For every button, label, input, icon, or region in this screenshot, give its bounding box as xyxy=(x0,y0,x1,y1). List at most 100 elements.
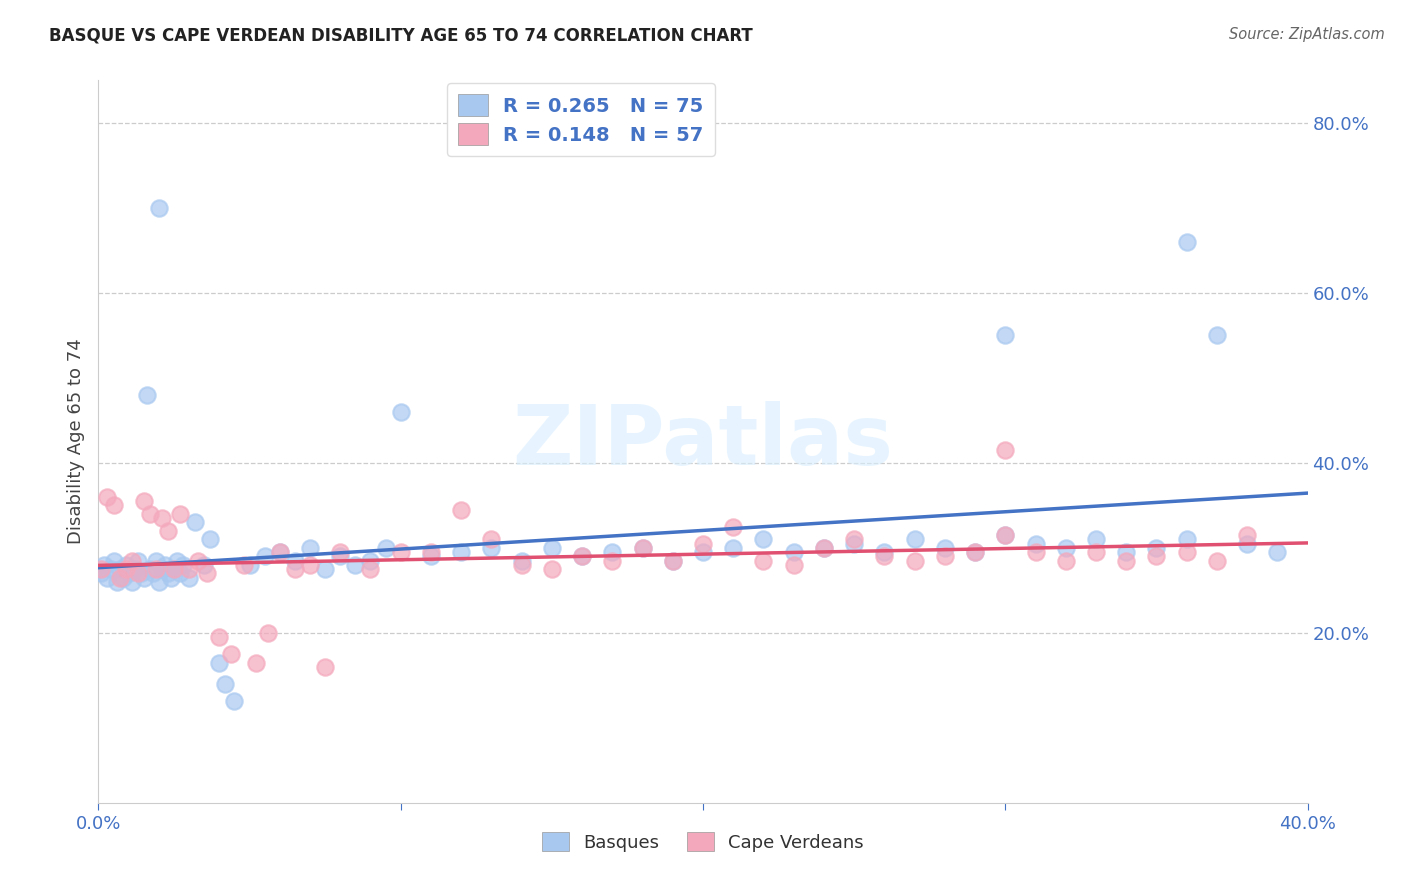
Point xyxy=(329,549,352,564)
Point xyxy=(1175,533,1198,547)
Point xyxy=(193,558,215,572)
Point xyxy=(994,528,1017,542)
Point xyxy=(172,558,194,572)
Point xyxy=(994,443,1017,458)
Point xyxy=(752,533,775,547)
Point xyxy=(420,545,443,559)
Point xyxy=(723,519,745,533)
Point xyxy=(360,553,382,567)
Point xyxy=(602,553,624,567)
Point xyxy=(844,536,866,550)
Point xyxy=(253,549,276,564)
Point xyxy=(145,553,167,567)
Point xyxy=(344,558,367,572)
Point xyxy=(269,545,291,559)
Point xyxy=(124,562,146,576)
Point xyxy=(139,507,162,521)
Point xyxy=(184,516,207,530)
Point xyxy=(127,566,149,581)
Point xyxy=(723,541,745,555)
Point xyxy=(299,541,322,555)
Point xyxy=(214,677,236,691)
Point xyxy=(156,566,179,581)
Point xyxy=(108,570,131,584)
Point xyxy=(1024,545,1046,559)
Point xyxy=(1054,553,1077,567)
Point xyxy=(540,562,562,576)
Point xyxy=(965,545,987,559)
Point xyxy=(1236,528,1258,542)
Point xyxy=(571,549,593,564)
Point xyxy=(127,553,149,567)
Point xyxy=(135,388,157,402)
Point xyxy=(510,558,533,572)
Point xyxy=(163,562,186,576)
Point xyxy=(813,541,835,555)
Point xyxy=(96,570,118,584)
Text: ZIPatlas: ZIPatlas xyxy=(513,401,893,482)
Point xyxy=(105,574,128,589)
Point xyxy=(169,566,191,581)
Point xyxy=(156,524,179,538)
Point xyxy=(994,328,1017,343)
Point xyxy=(450,545,472,559)
Point xyxy=(1054,541,1077,555)
Point xyxy=(571,549,593,564)
Point xyxy=(96,490,118,504)
Point xyxy=(150,562,173,576)
Point xyxy=(148,201,170,215)
Point xyxy=(314,562,336,576)
Point xyxy=(450,502,472,516)
Point xyxy=(1236,536,1258,550)
Text: BASQUE VS CAPE VERDEAN DISABILITY AGE 65 TO 74 CORRELATION CHART: BASQUE VS CAPE VERDEAN DISABILITY AGE 65… xyxy=(49,27,754,45)
Point xyxy=(224,694,246,708)
Point xyxy=(284,562,307,576)
Point xyxy=(208,630,231,644)
Point xyxy=(1206,328,1229,343)
Point xyxy=(1085,545,1108,559)
Point xyxy=(111,570,134,584)
Point xyxy=(1024,536,1046,550)
Point xyxy=(160,570,183,584)
Point xyxy=(1267,545,1289,559)
Point xyxy=(129,566,152,581)
Point xyxy=(200,533,222,547)
Point xyxy=(783,545,806,559)
Point xyxy=(1175,235,1198,249)
Point xyxy=(1144,549,1167,564)
Y-axis label: Disability Age 65 to 74: Disability Age 65 to 74 xyxy=(66,339,84,544)
Point xyxy=(389,405,412,419)
Point xyxy=(873,545,896,559)
Point xyxy=(420,549,443,564)
Text: Source: ZipAtlas.com: Source: ZipAtlas.com xyxy=(1229,27,1385,42)
Point xyxy=(661,553,683,567)
Point xyxy=(360,562,382,576)
Point xyxy=(108,562,131,576)
Point xyxy=(692,545,714,559)
Point xyxy=(121,574,143,589)
Point xyxy=(813,541,835,555)
Point xyxy=(163,562,186,576)
Point xyxy=(873,549,896,564)
Point xyxy=(374,541,396,555)
Point xyxy=(934,549,956,564)
Point xyxy=(132,570,155,584)
Point xyxy=(783,558,806,572)
Point xyxy=(1206,553,1229,567)
Point xyxy=(90,562,112,576)
Point xyxy=(256,625,278,640)
Point xyxy=(904,553,927,567)
Point xyxy=(187,553,209,567)
Point xyxy=(245,656,267,670)
Point xyxy=(631,541,654,555)
Point xyxy=(389,545,412,559)
Point xyxy=(153,558,176,572)
Point xyxy=(1115,545,1137,559)
Point xyxy=(752,553,775,567)
Point xyxy=(179,562,201,576)
Point xyxy=(510,553,533,567)
Point xyxy=(692,536,714,550)
Point xyxy=(299,558,322,572)
Point xyxy=(1115,553,1137,567)
Point xyxy=(208,656,231,670)
